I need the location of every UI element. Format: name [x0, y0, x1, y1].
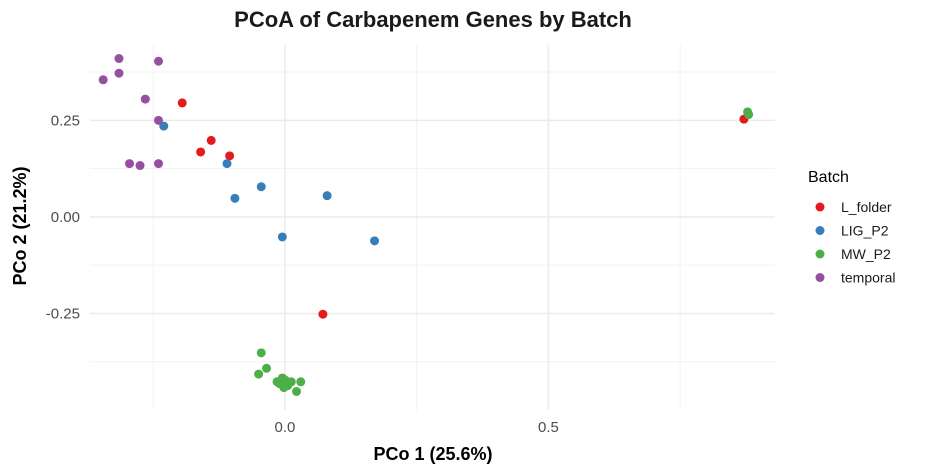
data-point	[230, 193, 240, 203]
x-tick-label: 0.0	[275, 419, 296, 436]
data-point	[292, 386, 302, 396]
data-point	[154, 159, 163, 169]
legend-label: LIG_P2	[841, 223, 889, 239]
x-tick-label: 0.5	[538, 419, 559, 436]
data-point	[256, 182, 266, 192]
y-axis-title: PCo 2 (21.2%)	[10, 166, 30, 285]
legend-items: L_folder LIG_P2 MW_P2 temporal	[815, 199, 895, 286]
data-point	[370, 236, 380, 246]
data-point	[98, 75, 108, 85]
data-point	[135, 161, 145, 171]
data-point	[279, 383, 289, 393]
axis-ticks: 0.0 0.5 -0.25 0.00 0.25	[46, 112, 559, 436]
y-tick-label: -0.25	[46, 305, 80, 322]
data-point	[222, 159, 232, 169]
data-point	[225, 151, 235, 161]
data-points	[98, 54, 754, 396]
legend-label: L_folder	[841, 199, 892, 215]
data-point	[262, 363, 272, 373]
grid	[90, 45, 775, 410]
legend: Batch L_folder LIG_P2 MW_P2 temporal	[808, 169, 895, 286]
data-point	[154, 115, 163, 125]
data-point	[254, 369, 264, 379]
y-tick-label: 0.25	[51, 112, 80, 129]
data-point	[114, 68, 124, 78]
x-axis-title: PCo 1 (25.6%)	[373, 444, 492, 464]
chart-title: PCoA of Carbapenem Genes by Batch	[234, 7, 632, 32]
legend-marker	[815, 226, 825, 235]
y-tick-label: 0.00	[51, 209, 80, 226]
data-point	[277, 232, 287, 242]
data-point	[196, 147, 206, 157]
data-point	[177, 98, 187, 108]
legend-label: MW_P2	[841, 246, 891, 262]
data-point	[154, 56, 163, 66]
data-point	[159, 121, 169, 131]
legend-title: Batch	[808, 169, 849, 186]
data-point	[318, 309, 328, 319]
data-point	[206, 135, 216, 145]
legend-marker	[815, 249, 825, 259]
data-point	[286, 377, 296, 387]
data-point	[322, 191, 332, 201]
legend-marker	[815, 273, 825, 282]
data-point	[256, 348, 266, 358]
legend-marker	[815, 202, 825, 212]
data-point	[744, 110, 754, 120]
legend-label: temporal	[841, 270, 895, 286]
data-point	[125, 159, 135, 169]
data-point	[140, 94, 150, 104]
data-point	[114, 54, 124, 64]
data-point	[296, 377, 306, 387]
